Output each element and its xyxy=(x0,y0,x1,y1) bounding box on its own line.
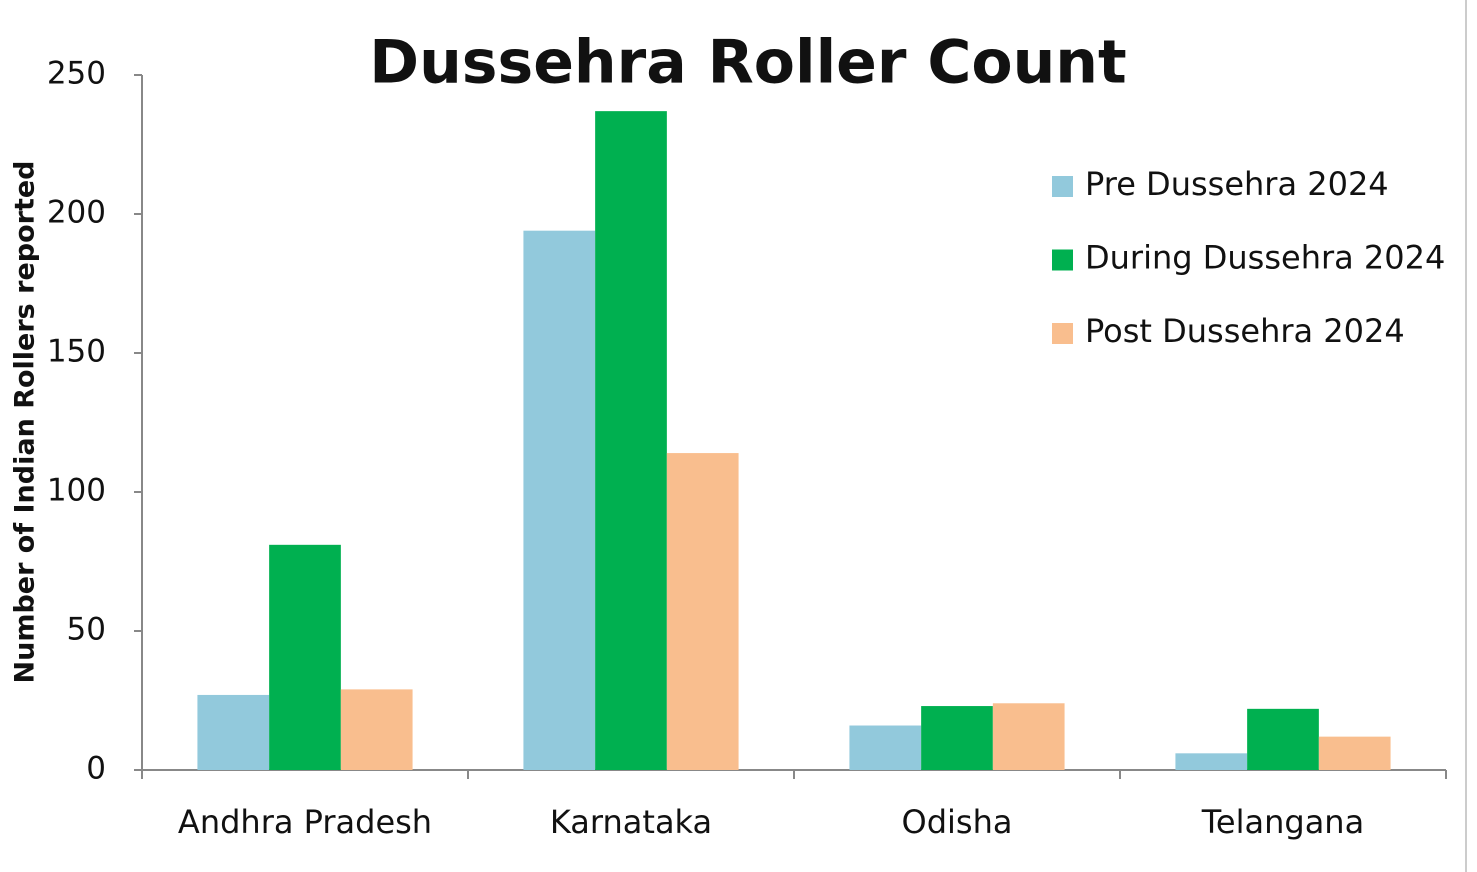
bar xyxy=(523,230,596,770)
x-tick-label: Andhra Pradesh xyxy=(178,803,432,841)
legend-label: During Dussehra 2024 xyxy=(1085,239,1445,277)
legend-swatch xyxy=(1052,323,1073,344)
y-tick-label: 0 xyxy=(86,751,106,787)
bar xyxy=(269,544,341,770)
bar xyxy=(921,706,993,770)
legend-swatch xyxy=(1052,249,1073,271)
y-tick-label: 50 xyxy=(67,612,106,648)
x-tick-label: Odisha xyxy=(902,803,1013,841)
bar xyxy=(666,453,739,770)
y-tick-label: 200 xyxy=(47,195,106,231)
legend-label: Post Dussehra 2024 xyxy=(1085,312,1405,350)
y-tick-label: 100 xyxy=(47,473,106,509)
chart-title: Dussehra Roller Count xyxy=(369,28,1126,98)
bar xyxy=(992,703,1065,770)
bar xyxy=(1175,753,1248,770)
x-tick-label: Karnataka xyxy=(550,803,712,841)
legend-label: Pre Dussehra 2024 xyxy=(1085,165,1389,203)
y-axis-label: Number of Indian Rollers reported xyxy=(10,160,41,683)
bar xyxy=(1247,708,1319,770)
legend-swatch xyxy=(1052,176,1073,197)
y-tick-label: 150 xyxy=(47,334,106,370)
x-tick-label: Telangana xyxy=(1201,803,1364,841)
bar xyxy=(340,689,413,770)
bar xyxy=(197,694,270,770)
bar xyxy=(1318,736,1391,770)
y-tick-label: 250 xyxy=(47,56,106,92)
bar xyxy=(849,725,922,770)
bar xyxy=(595,111,667,770)
